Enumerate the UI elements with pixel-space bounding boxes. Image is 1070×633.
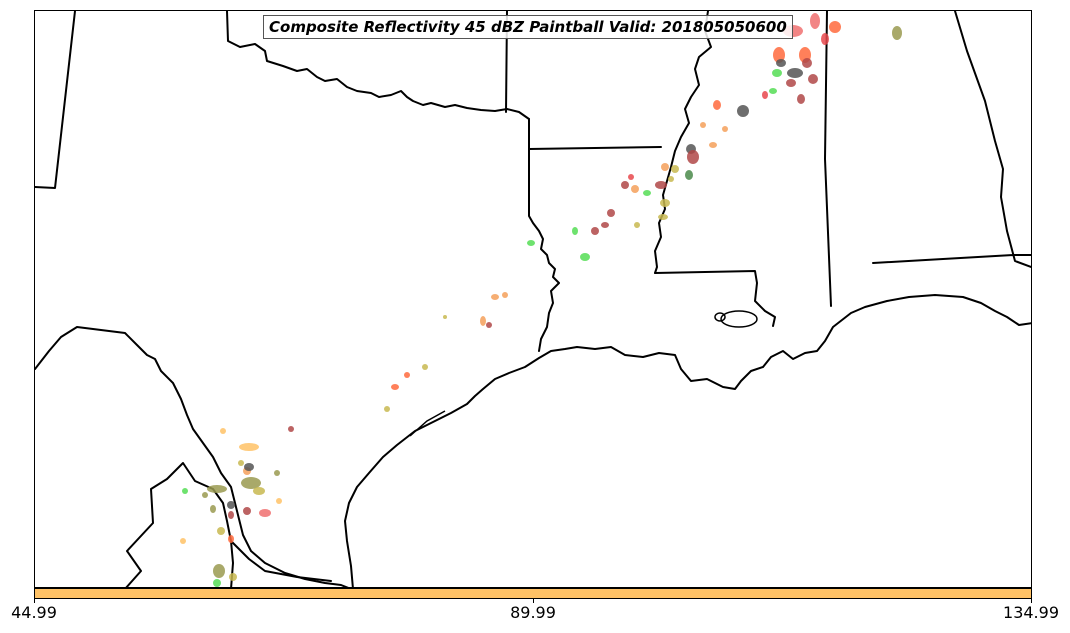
storm-cell (274, 470, 280, 476)
border-tx-ar-la (505, 11, 560, 352)
storm-cell (572, 227, 578, 235)
storm-cell (737, 105, 749, 117)
storm-cell (491, 294, 499, 300)
storm-cell (217, 527, 225, 535)
storm-cell (228, 511, 234, 519)
rio-grande (35, 326, 349, 587)
map-canvas (35, 11, 1031, 587)
storm-cell (722, 126, 728, 132)
storm-cell (713, 100, 721, 110)
storm-cell (591, 227, 599, 235)
mississippi-river (654, 11, 712, 274)
storm-cell (787, 68, 803, 78)
storm-cell (628, 174, 634, 180)
storm-cell (228, 535, 234, 543)
storm-cell (607, 209, 615, 217)
storm-cell (658, 214, 668, 220)
storm-cell (601, 222, 609, 228)
storm-cell (671, 165, 679, 173)
storm-cell (660, 199, 670, 207)
border-ar-la (528, 146, 662, 150)
colorbar-label-mid: 89.99 (510, 603, 556, 622)
storm-cell (227, 501, 235, 509)
lake-pontchartrain (720, 310, 758, 328)
storm-cell (527, 240, 535, 246)
storm-cell (802, 58, 812, 68)
border-ms-al (824, 11, 832, 307)
storm-cell (213, 579, 221, 587)
storm-cell (634, 222, 640, 228)
storm-cell (685, 170, 693, 180)
storm-cell (202, 492, 208, 498)
storm-cell (238, 460, 244, 466)
storm-cell (655, 181, 667, 189)
storm-cell (668, 176, 674, 182)
colorbar-tick-mid (533, 599, 534, 603)
border-mexico-states (125, 462, 332, 587)
storm-cell (808, 74, 818, 84)
storm-cell (239, 443, 259, 451)
storm-cell (776, 59, 786, 67)
storm-cell (182, 488, 188, 494)
colorbar-label-min: 44.99 (11, 603, 57, 622)
storm-cell (288, 426, 294, 432)
storm-cell (700, 122, 706, 128)
map-title: Composite Reflectivity 45 dBZ Paintball … (263, 15, 793, 39)
reflectivity-cells (180, 13, 902, 587)
storm-cell (243, 507, 251, 515)
storm-cell (241, 477, 261, 489)
storm-cell (762, 91, 768, 99)
storm-cell (797, 94, 805, 104)
gulf-coastline (344, 294, 1031, 587)
storm-cell (621, 181, 629, 189)
storm-cell (259, 509, 271, 517)
colorbar (34, 588, 1032, 599)
storm-cell (213, 564, 225, 578)
border-nm-east (35, 11, 76, 189)
storm-cell (253, 487, 265, 495)
storm-cell (580, 253, 590, 261)
storm-cell (244, 463, 254, 471)
map-frame (34, 10, 1032, 588)
storm-cell (229, 573, 237, 581)
storm-cell (810, 13, 820, 29)
border-la-ms (654, 270, 776, 327)
storm-cell (443, 315, 447, 319)
storm-cell (772, 69, 782, 77)
storm-cell (210, 505, 216, 513)
storm-cell (709, 142, 717, 148)
border-al-ga (872, 11, 1031, 268)
storm-cell (643, 190, 651, 196)
storm-cell (384, 406, 390, 412)
storm-cell (821, 33, 829, 45)
colorbar-label-max: 134.99 (1003, 603, 1059, 622)
colorbar-tick-max (1031, 599, 1032, 603)
storm-cell (687, 150, 699, 164)
storm-cell (786, 79, 796, 87)
storm-cell (480, 316, 486, 326)
storm-cell (391, 384, 399, 390)
storm-cell (892, 26, 902, 40)
border-red-river (226, 11, 530, 120)
storm-cell (769, 88, 777, 94)
colorbar-tick-min (34, 599, 35, 603)
lake-small (714, 312, 726, 322)
storm-cell (220, 428, 226, 434)
storm-cell (276, 498, 282, 504)
storm-cell (180, 538, 186, 544)
storm-cell (661, 163, 669, 171)
storm-cell (207, 485, 227, 493)
storm-cell (502, 292, 508, 298)
storm-cell (422, 364, 428, 370)
storm-cell (773, 47, 785, 63)
storm-cell (486, 322, 492, 328)
storm-cell (631, 185, 639, 193)
storm-cell (404, 372, 410, 378)
barrier-islands (409, 410, 446, 437)
storm-cell (829, 21, 841, 33)
